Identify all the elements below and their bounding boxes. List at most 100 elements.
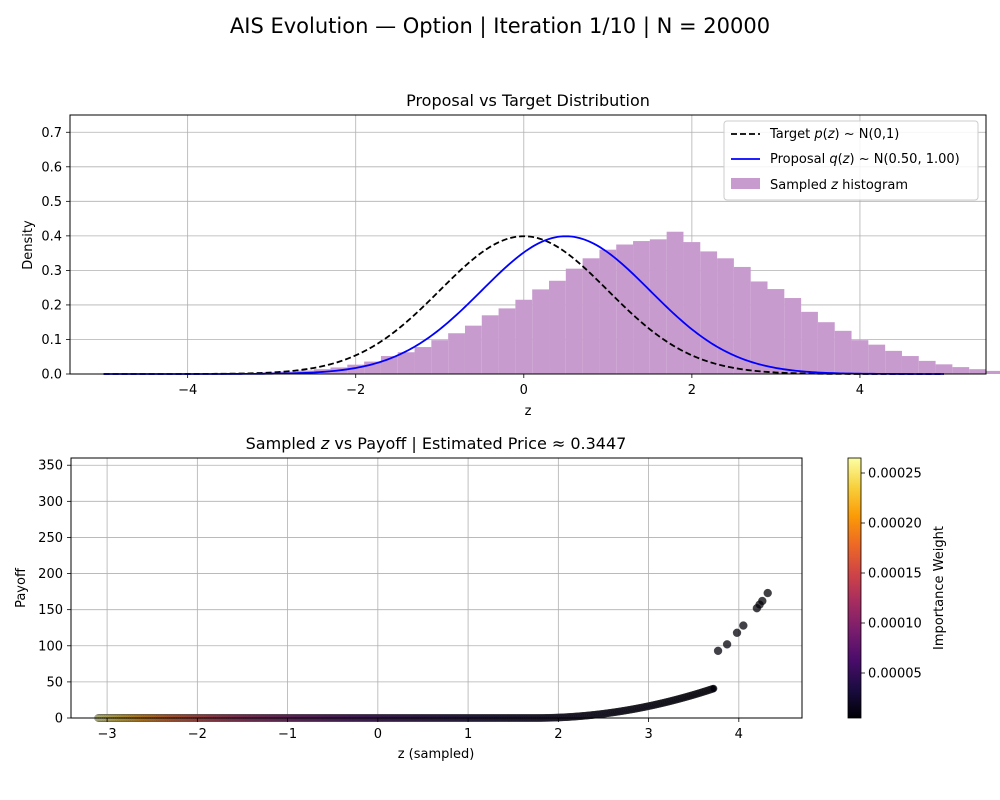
histogram-bar — [397, 352, 415, 374]
density-y-tick-label: 0.2 — [41, 298, 62, 313]
legend-target-p: p — [813, 127, 822, 142]
histogram-bar — [817, 322, 835, 374]
scatter-point — [722, 640, 732, 649]
payoff-y-tick-label: 250 — [38, 531, 63, 546]
payoff-panel-title: Sampled z vs Payoff | Estimated Price ≈ … — [246, 434, 627, 453]
legend-target-text-2: ) ~ N(0,1) — [835, 127, 900, 142]
histogram-bar — [464, 325, 482, 374]
histogram-bar — [901, 356, 919, 374]
legend-histogram-text-2: histogram — [838, 178, 908, 193]
histogram-bar — [834, 330, 852, 374]
payoff-x-tick-label: −1 — [278, 727, 297, 742]
payoff-y-tick-label: 200 — [38, 567, 63, 582]
density-y-tick-label: 0.4 — [41, 229, 62, 244]
payoff-y-tick-label: 150 — [38, 603, 63, 618]
density-x-tick-label: 4 — [856, 383, 864, 398]
histogram-bar — [582, 258, 600, 374]
colorbar-ticks: 0.00005 0.00010 0.00015 0.00020 0.00025 — [861, 467, 922, 682]
histogram-bar — [633, 241, 650, 374]
legend-histogram-label: Sampled z histogram — [770, 178, 908, 193]
density-y-tick-label: 0.3 — [41, 264, 62, 279]
histogram-bar — [347, 364, 365, 374]
legend-frame — [723, 120, 979, 201]
histogram-bar — [700, 251, 718, 374]
legend-proposal-z: z — [842, 152, 851, 167]
histogram-bar — [414, 347, 432, 374]
legend-target-z: z — [827, 127, 836, 142]
legend-target-arg: ( — [823, 127, 828, 142]
histogram-bar — [599, 249, 617, 374]
scatter-point — [763, 588, 772, 598]
colorbar-tick-label: 0.00010 — [868, 617, 922, 632]
payoff-x-tick-label: −2 — [188, 727, 207, 742]
histogram-bar — [498, 308, 516, 374]
density-histogram — [229, 231, 1000, 374]
histogram-bar — [481, 315, 499, 374]
payoff-x-tick-label: 1 — [464, 727, 472, 742]
histogram-bar — [532, 289, 550, 374]
histogram-bar — [885, 350, 902, 374]
scatter-point — [732, 628, 742, 637]
legend-target-label: Target p(z) ~ N(0,1) — [769, 127, 899, 142]
histogram-bar — [851, 340, 869, 374]
legend-histogram-swatch — [731, 178, 760, 189]
density-panel: Proposal vs Target Distribution −4 −2 0 2 4 0… — [21, 91, 1000, 419]
density-x-tick-label: 0 — [520, 383, 528, 398]
payoff-panel: Sampled z vs Payoff | Estimated Price ≈ … — [14, 434, 947, 762]
payoff-axes-frame — [70, 457, 803, 719]
density-y-tick-label: 0.7 — [41, 126, 62, 141]
density-legend: Target p(z) ~ N(0,1) Proposal q(z) ~ N(0… — [723, 120, 979, 201]
payoff-ticks: −3 −2 −1 0 1 2 3 4 0 50 100 150 200 250 300 350 — [38, 459, 743, 742]
histogram-bar — [767, 289, 785, 374]
histogram-bar — [986, 370, 1000, 374]
histogram-bar — [649, 239, 667, 374]
payoff-scatter-points — [94, 588, 772, 722]
density-ylabel: Density — [21, 220, 36, 270]
histogram-bar — [935, 364, 953, 374]
density-x-tick-label: −4 — [178, 383, 197, 398]
payoff-grid — [71, 458, 802, 719]
importance-weight-colorbar: 0.00005 0.00010 0.00015 0.00020 0.00025 Impo… — [847, 457, 947, 719]
payoff-title-part-1: Sampled — [246, 434, 321, 453]
colorbar-tick-label: 0.00005 — [868, 667, 922, 682]
payoff-x-tick-label: 2 — [554, 727, 562, 742]
histogram-bar — [868, 344, 886, 374]
legend-proposal-label: Proposal q(z) ~ N(0.50, 1.00) — [770, 152, 960, 167]
histogram-bar — [952, 367, 970, 374]
scatter-point — [709, 684, 718, 693]
legend-histogram-text-1: Sampled — [770, 178, 831, 193]
density-y-tick-label: 0.5 — [41, 195, 62, 210]
histogram-bar — [616, 244, 634, 374]
histogram-bar — [918, 360, 936, 374]
histogram-bar — [717, 258, 734, 374]
density-y-tick-label: 0.1 — [41, 333, 62, 348]
colorbar-tick-label: 0.00020 — [868, 517, 922, 532]
payoff-y-tick-label: 0 — [55, 712, 63, 727]
density-x-tick-label: −2 — [346, 383, 365, 398]
histogram-bar — [565, 268, 583, 374]
histogram-bar — [683, 242, 701, 374]
histogram-bar — [750, 281, 768, 374]
payoff-x-tick-label: −3 — [98, 727, 117, 742]
payoff-x-tick-label: 3 — [644, 727, 652, 742]
histogram-bar — [784, 298, 802, 374]
colorbar-gradient — [847, 457, 862, 719]
payoff-y-tick-label: 350 — [38, 459, 63, 474]
density-x-tick-label: 2 — [688, 383, 696, 398]
histogram-bar — [515, 299, 533, 374]
scatter-point — [758, 596, 767, 606]
payoff-ylabel: Payoff — [14, 567, 29, 608]
payoff-y-tick-label: 300 — [38, 495, 63, 510]
histogram-bar — [733, 266, 751, 374]
payoff-x-tick-label: 4 — [735, 727, 743, 742]
colorbar-tick-label: 0.00015 — [868, 567, 922, 582]
payoff-x-tick-label: 0 — [374, 727, 382, 742]
payoff-title-z: z — [320, 434, 330, 453]
legend-proposal-arg: ( — [838, 152, 843, 167]
density-y-tick-label: 0.0 — [41, 368, 62, 383]
legend-proposal-q: q — [829, 152, 837, 167]
payoff-xlabel: z (sampled) — [398, 747, 475, 762]
payoff-y-tick-label: 100 — [38, 639, 63, 654]
histogram-bar — [448, 333, 465, 374]
